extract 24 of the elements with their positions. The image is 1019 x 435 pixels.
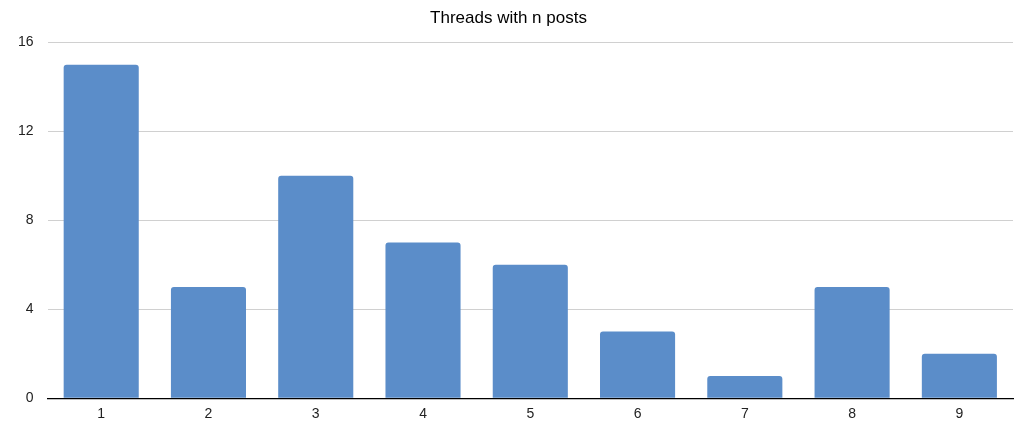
bar — [492, 264, 568, 398]
bar — [63, 64, 139, 398]
x-tick-label: 1 — [97, 405, 106, 422]
chart-title: Threads with n posts — [430, 7, 587, 27]
x-tick-label: 6 — [633, 405, 642, 422]
x-tick-label: 5 — [526, 405, 535, 422]
y-tick-label: 8 — [25, 211, 34, 228]
x-tick-label: 9 — [955, 405, 964, 422]
x-tick-label: 3 — [311, 405, 320, 422]
y-tick-label: 0 — [25, 389, 34, 406]
bar — [170, 287, 247, 398]
x-tick-label: 4 — [419, 405, 428, 422]
y-tick-label: 16 — [17, 33, 34, 50]
bar — [278, 175, 354, 398]
bar — [921, 353, 997, 398]
x-tick-label: 2 — [204, 405, 213, 422]
y-tick-label: 12 — [17, 122, 34, 139]
bar — [814, 287, 890, 398]
y-tick-label: 4 — [25, 300, 34, 317]
bar — [600, 331, 676, 398]
x-tick-label: 7 — [740, 405, 749, 422]
bar — [707, 375, 783, 398]
x-tick-label: 8 — [848, 405, 857, 422]
bar — [385, 242, 461, 398]
